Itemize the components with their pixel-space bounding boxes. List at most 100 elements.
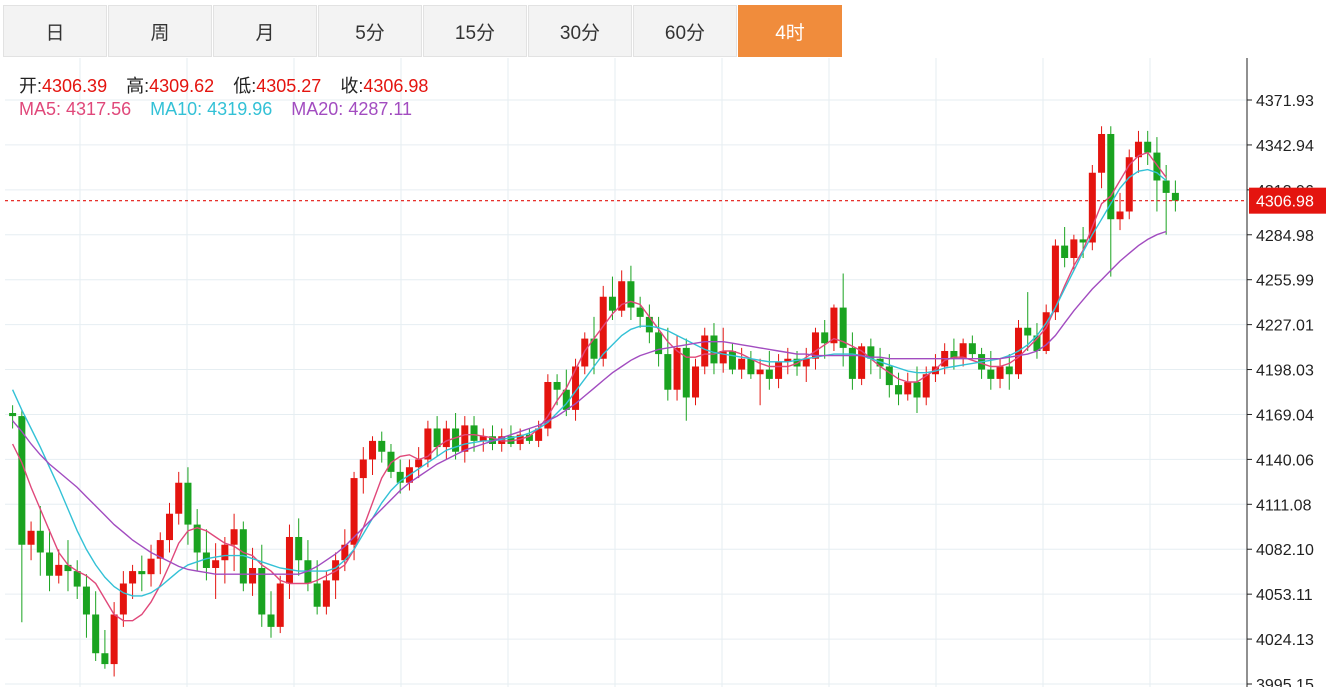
- candle-body-40: [378, 440, 386, 452]
- candle-body-2: [27, 530, 35, 545]
- tab-2[interactable]: 月: [213, 5, 317, 57]
- candle-body-21: [202, 552, 210, 568]
- candle-body-79: [738, 358, 746, 370]
- candle-body-32: [304, 560, 312, 584]
- ohlc-readout: 开:4306.39 高:4309.62 低:4305.27 收:4306.98: [19, 72, 442, 98]
- candle-body-10: [101, 653, 109, 665]
- ma-readout: MA5: 4317.56 MA10: 4319.96 MA20: 4287.11: [19, 99, 412, 120]
- candle-body-19: [184, 482, 192, 525]
- candle-body-3: [36, 530, 44, 553]
- tab-5[interactable]: 30分: [528, 5, 632, 57]
- candle-body-39: [369, 440, 377, 460]
- candle-body-102: [950, 350, 958, 359]
- candle-body-110: [1024, 327, 1032, 336]
- ma10-label: MA10:: [150, 99, 203, 119]
- ma20-readout: MA20: 4287.11: [291, 99, 412, 119]
- candle-body-28: [267, 614, 275, 627]
- high-value: 4309.62: [149, 76, 215, 96]
- candle-body-63: [590, 338, 598, 359]
- tab-6[interactable]: 60分: [633, 5, 737, 57]
- candle-body-11: [110, 614, 118, 665]
- current-price-tag: [1249, 187, 1326, 214]
- candle-body-113: [1051, 245, 1059, 313]
- low-label: 低:: [233, 76, 257, 96]
- candle-body-1: [18, 416, 26, 545]
- y-tick-label-4: 4255.99: [1256, 273, 1314, 290]
- candle-body-0: [9, 412, 17, 417]
- candle-body-33: [313, 583, 321, 607]
- y-tick-label-5: 4227.01: [1256, 318, 1314, 335]
- candle-body-20: [193, 524, 201, 553]
- candle-body-84: [784, 358, 792, 362]
- candle-body-36: [341, 544, 349, 561]
- candle-body-6: [64, 564, 72, 572]
- candle-body-71: [664, 354, 672, 390]
- candle-body-57: [535, 428, 543, 441]
- y-tick-label-10: 4082.10: [1256, 542, 1314, 559]
- candle-body-121: [1125, 157, 1133, 212]
- candle-body-86: [802, 358, 810, 367]
- open-value: 4306.39: [42, 76, 108, 96]
- candle-body-13: [129, 571, 137, 584]
- tab-4[interactable]: 15分: [423, 5, 527, 57]
- candle-body-56: [525, 434, 533, 441]
- candle-body-83: [775, 361, 783, 379]
- ma20-label: MA20:: [291, 99, 344, 119]
- candle-body-123: [1144, 141, 1152, 153]
- candle-body-91: [848, 347, 856, 379]
- candle-body-46: [433, 428, 441, 448]
- candle-body-24: [230, 529, 238, 545]
- candle-body-65: [608, 296, 616, 311]
- candle-body-49: [461, 425, 469, 452]
- candle-body-45: [424, 428, 432, 460]
- candle-body-70: [655, 332, 663, 355]
- candle-body-42: [396, 471, 404, 483]
- tab-3[interactable]: 5分: [318, 5, 422, 57]
- candle-body-48: [452, 428, 460, 452]
- candle-body-68: [636, 307, 644, 317]
- candle-body-78: [728, 350, 736, 370]
- candle-body-29: [276, 583, 284, 627]
- candle-body-50: [470, 425, 478, 441]
- candle-body-16: [156, 540, 164, 559]
- ma20-value: 4287.11: [348, 99, 413, 119]
- candle-body-125: [1162, 180, 1170, 193]
- ma5-value: 4317.56: [66, 99, 132, 119]
- ma5-label: MA5:: [19, 99, 62, 119]
- candle-body-104: [968, 343, 976, 355]
- candle-body-80: [747, 358, 755, 375]
- candle-body-38: [359, 459, 367, 479]
- candle-body-124: [1153, 152, 1161, 181]
- close-value: 4306.98: [363, 76, 429, 96]
- candle-body-69: [645, 316, 653, 333]
- candle-body-119: [1107, 133, 1115, 220]
- candle-body-67: [627, 281, 635, 308]
- candle-body-89: [830, 307, 838, 344]
- close-label: 收:: [340, 76, 364, 96]
- ma5-readout: MA5: 4317.56: [19, 99, 131, 119]
- candle-body-93: [867, 346, 875, 359]
- tab-0[interactable]: 日: [3, 5, 107, 57]
- candle-body-74: [692, 366, 700, 398]
- candle-body-51: [479, 436, 487, 441]
- candle-body-66: [618, 281, 626, 311]
- y-tick-label-8: 4140.06: [1256, 452, 1314, 469]
- candle-body-22: [212, 560, 220, 568]
- y-tick-label-7: 4169.04: [1256, 407, 1314, 424]
- y-tick-label-11: 4053.11: [1256, 587, 1313, 604]
- candle-body-94: [876, 358, 884, 367]
- candle-body-98: [913, 381, 921, 398]
- candle-body-120: [1116, 211, 1124, 220]
- candle-body-31: [295, 536, 303, 561]
- candle-body-116: [1079, 239, 1087, 243]
- candle-body-60: [562, 389, 570, 410]
- candle-body-118: [1098, 133, 1106, 173]
- ma10-line: [11, 168, 1167, 597]
- candle-body-44: [415, 459, 423, 468]
- ma10-value: 4319.96: [207, 99, 273, 119]
- candle-body-14: [138, 571, 146, 575]
- ma20-line: [12, 230, 1167, 575]
- tab-1[interactable]: 周: [108, 5, 212, 57]
- tab-7[interactable]: 4时: [738, 5, 842, 57]
